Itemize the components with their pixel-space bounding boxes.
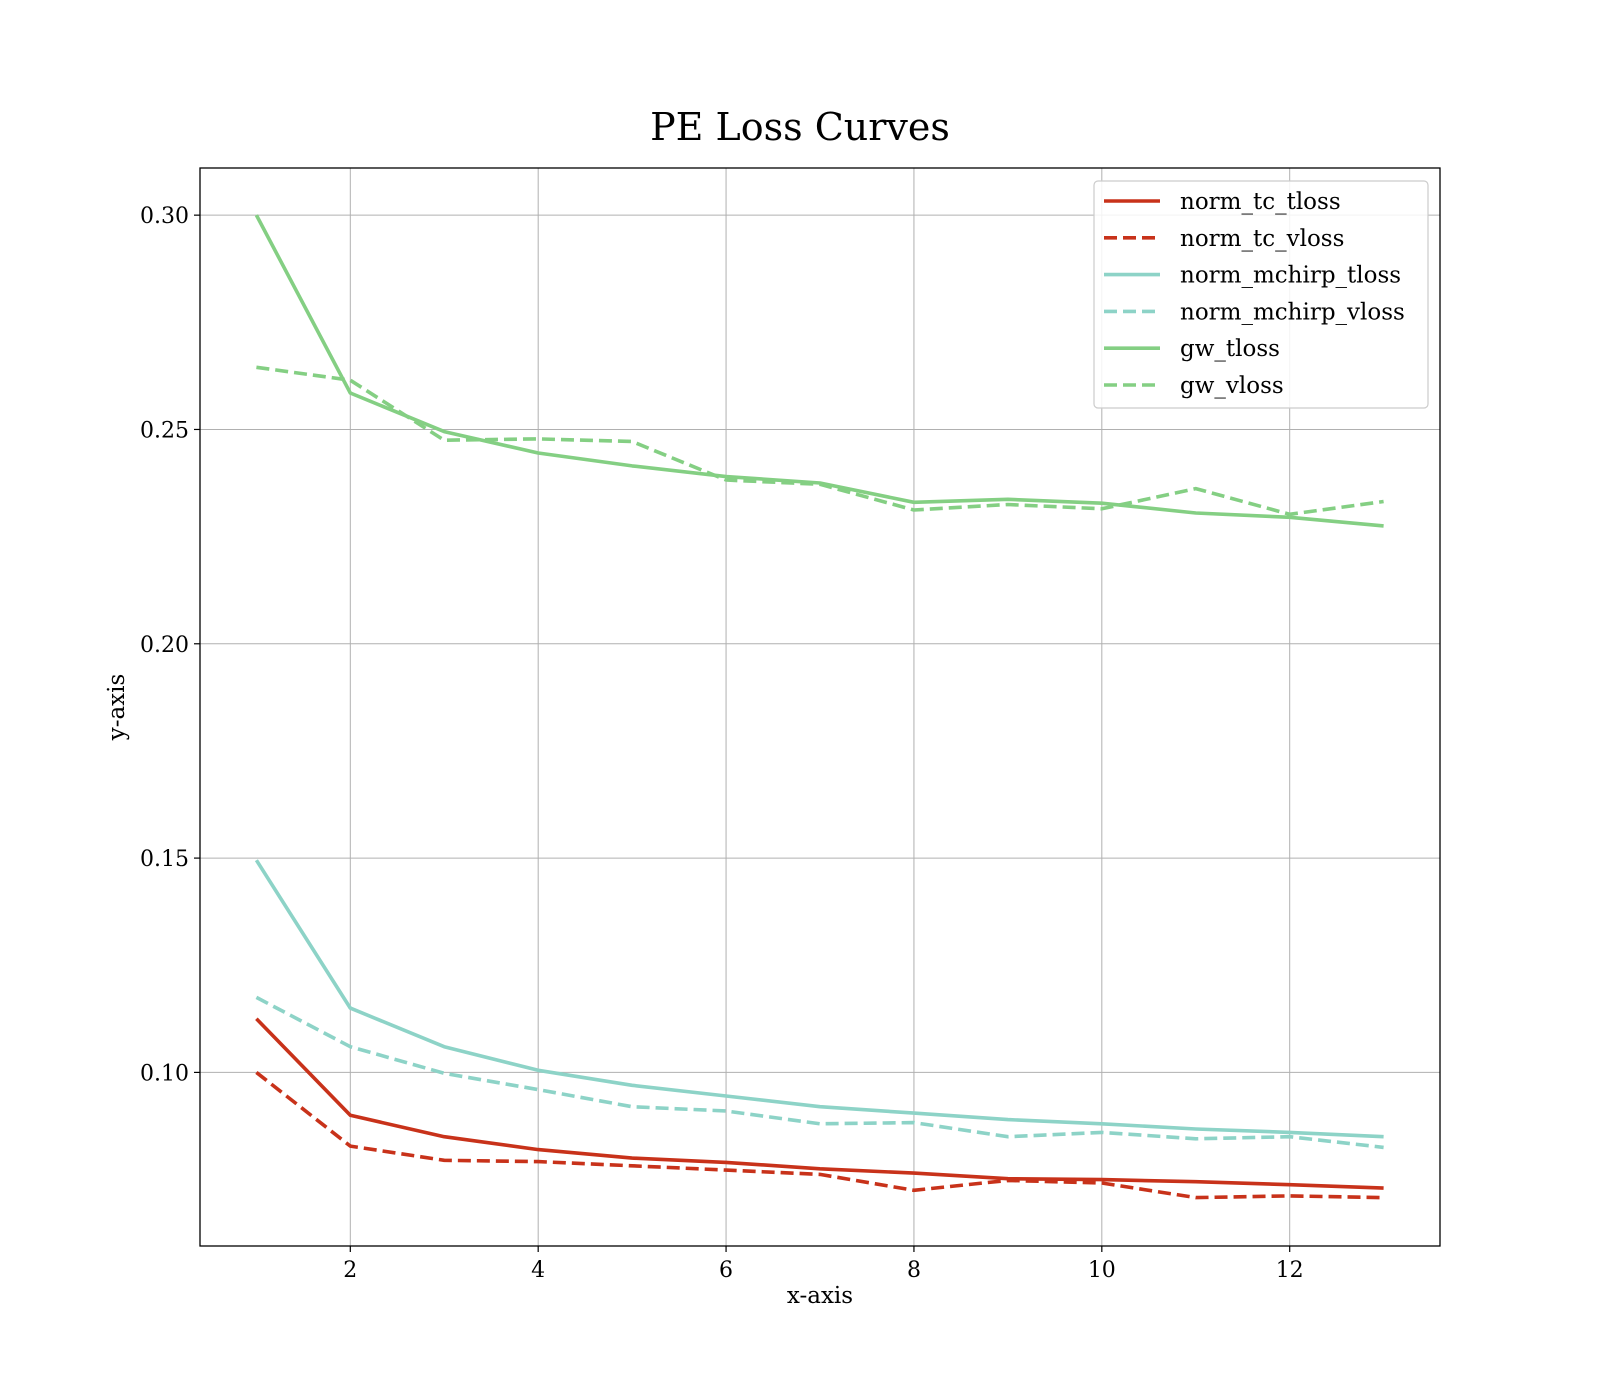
legend-box xyxy=(1093,180,1429,409)
chart-title: PE Loss Curves xyxy=(650,105,950,149)
plot-frame xyxy=(199,167,1441,1247)
legend-label: norm_tc_tloss xyxy=(1180,189,1341,215)
legend-label: gw_vloss xyxy=(1180,373,1284,399)
series-line-norm-mchirp-tloss xyxy=(254,859,1384,1139)
y-tick-label: 0.20 xyxy=(140,633,189,658)
legend-label: norm_mchirp_vloss xyxy=(1180,299,1405,325)
legend: norm_tc_tloss norm_tc_vloss norm_mchirp_tl… xyxy=(1093,180,1429,409)
series-line-norm-mchirp-vloss xyxy=(255,995,1384,1150)
y-tick-label: 0.15 xyxy=(140,847,189,872)
axis-ticks: 2 4 6 8 10 12 0.10 0.15 0.20 0.25 0.30 xyxy=(140,204,1304,1283)
y-tick-label: 0.25 xyxy=(140,418,189,443)
x-tick-label: 8 xyxy=(907,1258,921,1283)
legend-items: norm_tc_tloss norm_tc_vloss norm_mchirp_tl… xyxy=(1104,189,1405,399)
y-tick-label: 0.30 xyxy=(140,204,189,229)
y-tick-label: 0.10 xyxy=(140,1061,189,1086)
x-tick-label: 4 xyxy=(531,1258,545,1283)
x-tick-label: 2 xyxy=(343,1258,357,1283)
legend-label: norm_tc_vloss xyxy=(1180,226,1344,252)
x-tick-label: 12 xyxy=(1276,1258,1304,1283)
series-line-norm-tc-vloss xyxy=(255,1070,1384,1200)
x-tick-label: 10 xyxy=(1088,1258,1116,1283)
x-tick-label: 6 xyxy=(719,1258,733,1283)
legend-label: norm_mchirp_tloss xyxy=(1180,263,1401,289)
legend-label: gw_tloss xyxy=(1180,336,1280,362)
series-line-gw-vloss xyxy=(256,365,1384,517)
x-axis-label: x-axis xyxy=(787,1283,853,1309)
y-axis-label: y-axis xyxy=(104,674,130,742)
series-lines xyxy=(254,214,1384,1200)
series-line-norm-tc-tloss xyxy=(255,1017,1384,1190)
